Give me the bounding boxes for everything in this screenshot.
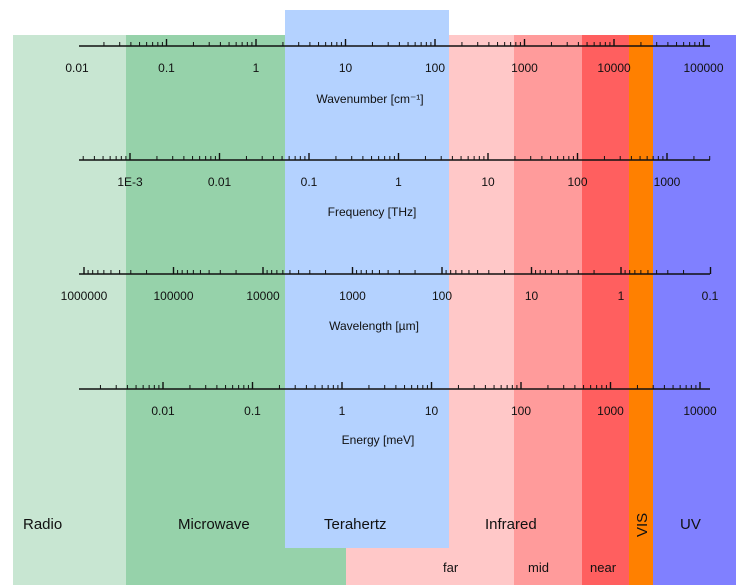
tick-label-frequency: 1000 [654, 175, 681, 189]
tick-label-energy: 0.1 [244, 404, 261, 418]
tick-label-frequency: 1 [395, 175, 402, 189]
tick-label-wavelength: 1 [618, 289, 625, 303]
axis-wavelength: 1000000 100000 10000 1000 100 10 1 0.1 Wavelengt… [61, 267, 719, 333]
tick-label-wavelength: 1000000 [61, 289, 108, 303]
tick-label-wavenumber: 100 [425, 61, 445, 75]
tick-label-wavenumber: 100000 [683, 61, 723, 75]
tick-label-energy: 10000 [683, 404, 717, 418]
band-vis [629, 35, 654, 585]
axis-energy: 0.01 0.1 1 10 100 1000 10000 Energy [meV] [79, 382, 717, 447]
tick-label-wavelength: 10000 [246, 289, 280, 303]
subband-label-far: far [443, 560, 459, 575]
subband-label-mid: mid [528, 560, 549, 575]
axis-title-energy: Energy [meV] [342, 433, 415, 447]
tick-label-frequency: 1E-3 [117, 175, 143, 189]
band-infrared-near [582, 35, 630, 585]
tick-label-wavenumber: 1000 [511, 61, 538, 75]
band-label-vis: VIS [634, 513, 651, 537]
tick-label-frequency: 0.1 [301, 175, 318, 189]
tick-label-frequency: 10 [481, 175, 495, 189]
tick-label-energy: 1000 [597, 404, 624, 418]
tick-label-frequency: 0.01 [208, 175, 232, 189]
band-label-microwave: Microwave [178, 516, 250, 533]
tick-label-wavelength: 100000 [153, 289, 193, 303]
axis-wavenumber: 0.01 0.1 1 10 100 1000 10000 100000 Wavenumber [… [65, 39, 724, 106]
tick-label-wavenumber: 10000 [597, 61, 631, 75]
tick-label-wavenumber: 0.01 [65, 61, 89, 75]
band-labels: Radio Microwave Terahertz Infrared VIS U… [23, 513, 701, 575]
subband-label-near: near [590, 560, 617, 575]
axis-title-wavenumber: Wavenumber [cm⁻¹] [316, 92, 423, 106]
tick-label-wavenumber: 10 [339, 61, 353, 75]
band-terahertz [285, 10, 449, 548]
axes-group: 0.01 0.1 1 10 100 1000 10000 100000 Wavenumber [… [61, 39, 724, 447]
tick-label-energy: 100 [511, 404, 531, 418]
tick-label-wavenumber: 0.1 [158, 61, 175, 75]
band-regions [13, 10, 736, 585]
axis-title-frequency: Frequency [THz] [328, 205, 417, 219]
tick-label-wavelength: 0.1 [702, 289, 719, 303]
band-label-terahertz: Terahertz [324, 516, 387, 533]
tick-label-energy: 1 [339, 404, 346, 418]
tick-label-energy: 10 [425, 404, 439, 418]
tick-label-wavelength: 100 [432, 289, 452, 303]
band-uv [653, 35, 736, 585]
tick-label-wavenumber: 1 [253, 61, 260, 75]
axis-title-wavelength: Wavelength [µm] [329, 319, 419, 333]
tick-label-wavelength: 10 [525, 289, 539, 303]
band-label-infrared: Infrared [485, 516, 537, 533]
axis-frequency: 1E-3 0.01 0.1 1 10 100 1000 Frequency [THz] [79, 153, 711, 219]
tick-label-frequency: 100 [567, 175, 587, 189]
band-label-uv: UV [680, 516, 701, 533]
band-radio [13, 35, 127, 585]
tick-label-energy: 0.01 [151, 404, 175, 418]
band-infrared-mid [514, 35, 583, 585]
tick-label-wavelength: 1000 [339, 289, 366, 303]
band-label-radio: Radio [23, 516, 62, 533]
